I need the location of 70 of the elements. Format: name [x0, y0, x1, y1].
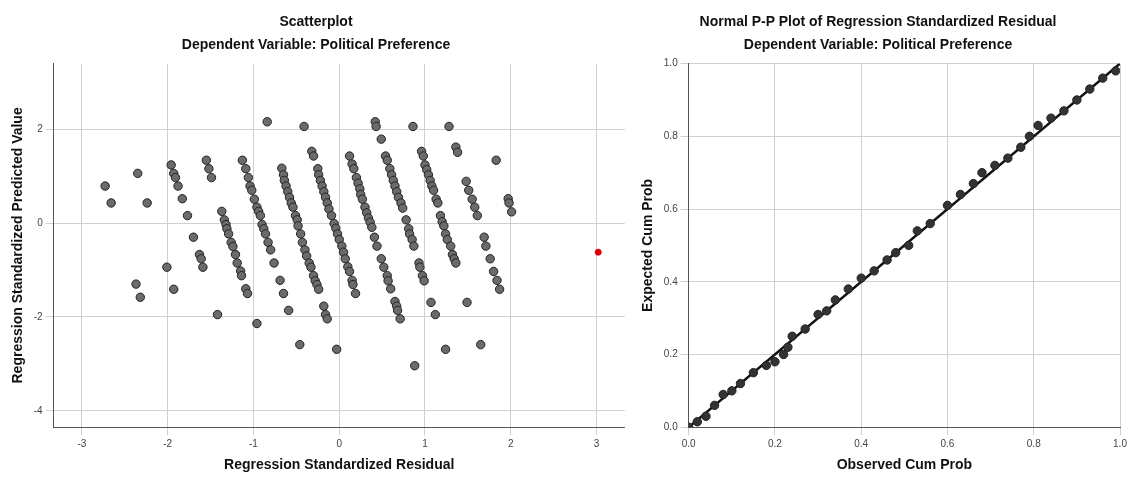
point: [778, 349, 789, 360]
point: [787, 331, 797, 341]
chart-subtitle: Dependent Variable: Political Preference: [743, 36, 1013, 53]
y-axis-title: Expected Cum Prob: [639, 178, 656, 312]
point: [1033, 120, 1043, 131]
point: [701, 411, 711, 421]
x-tick-label: 1: [422, 437, 429, 449]
y-tick-label: 0.6: [663, 202, 679, 214]
point: [1085, 84, 1095, 94]
y-tick-label: 0.2: [663, 348, 679, 360]
point: [912, 226, 922, 236]
x-tick-label: -2: [163, 437, 173, 449]
x-tick-label: 0: [336, 437, 343, 449]
point: [830, 295, 841, 305]
point: [925, 218, 935, 229]
point: [748, 367, 759, 378]
y-tick-label: 0.4: [663, 275, 679, 287]
point: [1098, 73, 1108, 83]
point: [891, 247, 901, 258]
point: [822, 306, 832, 316]
point: [843, 284, 853, 294]
x-tick-label: -3: [77, 437, 87, 449]
x-tick-label: 0.6: [940, 437, 955, 449]
x-tick-label: 0.8: [1026, 437, 1042, 449]
x-tick-label: 3: [593, 437, 600, 449]
point: [882, 255, 892, 265]
point: [1003, 153, 1013, 163]
point: [869, 266, 879, 276]
point: [977, 167, 987, 178]
point: [718, 389, 728, 400]
point: [942, 200, 953, 211]
point: [709, 400, 720, 411]
point: [1110, 66, 1120, 76]
point: [1072, 95, 1082, 105]
x-tick-label: 0.0: [681, 437, 697, 449]
point: [1046, 113, 1056, 123]
x-tick-label: -1: [249, 437, 259, 449]
y-tick-label: -2: [33, 310, 44, 322]
point: [990, 160, 1000, 171]
point: [903, 240, 914, 251]
point: [1016, 142, 1026, 152]
y-tick-label: 0.0: [663, 420, 679, 432]
x-axis-title: Regression Standardized Residual: [224, 456, 455, 473]
chart-subtitle: Dependent Variable: Political Preference: [181, 36, 451, 53]
y-axis-title: Regression Standardized Predicted Value: [9, 107, 26, 384]
point: [727, 386, 737, 396]
point: [770, 357, 780, 367]
chart-title: Scatterplot: [279, 13, 353, 30]
point: [692, 417, 703, 427]
y-tick-label: 2: [37, 123, 44, 135]
y-tick-label: 0: [37, 216, 44, 228]
y-tick-label: 0.8: [663, 130, 679, 142]
x-tick-label: 2: [507, 437, 514, 449]
x-tick-label: 0.2: [768, 437, 783, 449]
point: [813, 309, 823, 320]
point: [735, 378, 746, 389]
point: [761, 360, 772, 371]
point: [783, 342, 793, 352]
point: [1059, 106, 1069, 116]
point: [968, 178, 979, 189]
x-axis-title: Observed Cum Prob: [836, 456, 973, 473]
y-tick-label: 1.0: [663, 57, 679, 69]
point: [800, 324, 810, 334]
point: [955, 189, 966, 200]
y-tick-label: -4: [33, 404, 44, 416]
x-tick-label: 1.0: [1113, 437, 1128, 449]
x-tick-label: 0.4: [854, 437, 869, 449]
point: [1024, 131, 1035, 142]
chart-title: Normal P-P Plot of Regression Standardized Residual: [699, 13, 1057, 30]
point: [856, 273, 866, 283]
